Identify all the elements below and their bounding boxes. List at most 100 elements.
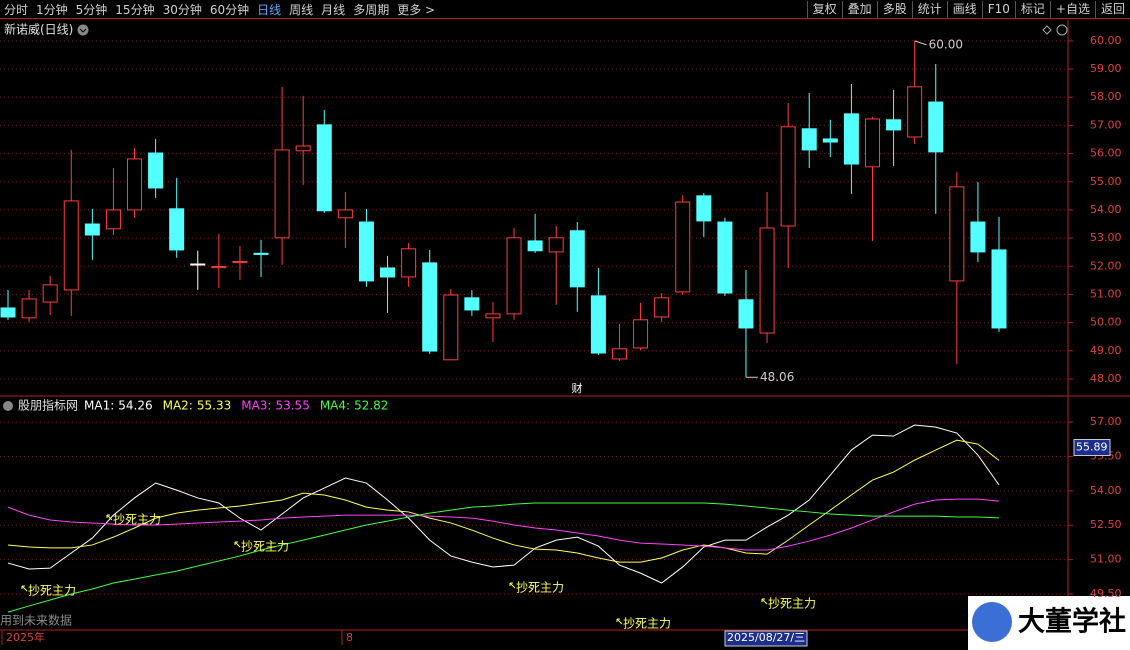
y-tick-label: 48.00 [1090, 372, 1122, 385]
tool-button[interactable]: +自选 [1049, 0, 1095, 18]
y-tick-label: 52.00 [1090, 259, 1122, 272]
period-tab[interactable]: 更多 > [397, 2, 436, 17]
candle-body [190, 263, 206, 266]
period-tab[interactable]: 5分钟 [75, 2, 108, 17]
tool-button[interactable]: 统计 [911, 0, 947, 18]
dropdown-chevron [79, 28, 87, 33]
candle-body [949, 186, 965, 282]
y-tick-label: 57.00 [1090, 118, 1122, 131]
y-tick-label: 58.00 [1090, 90, 1122, 103]
annotation-arrow [21, 585, 28, 592]
annotation: 抄死主力 [516, 581, 564, 595]
diamond-icon[interactable] [1042, 25, 1052, 35]
line-series [7, 498, 1000, 551]
settings-icon[interactable] [1056, 24, 1068, 36]
annotation: 抄死主力 [623, 617, 671, 631]
period-tab[interactable]: 15分钟 [115, 2, 155, 17]
candle-body [295, 145, 311, 152]
annotation: 抄死主力 [28, 584, 76, 598]
tool-button[interactable]: 复权 [806, 0, 842, 18]
time-cursor-box [724, 630, 808, 647]
y-tick-label: 52.50 [1090, 518, 1122, 531]
candle-body [42, 284, 58, 303]
legend-value: 55.33 [197, 399, 231, 413]
legend-value: 53.55 [275, 399, 309, 413]
period-tab[interactable]: 1分钟 [36, 2, 68, 17]
candle-body [274, 149, 290, 239]
candle-body [654, 297, 670, 318]
candle-body [506, 237, 522, 315]
period-tab[interactable]: 60分钟 [209, 2, 250, 17]
legend-name: MA3: [241, 399, 271, 413]
legend-value: 52.82 [354, 399, 388, 413]
candle-body [105, 209, 121, 230]
annotation: 抄死主力 [113, 513, 161, 527]
time-label: 2025/08/27/三 [727, 631, 805, 644]
candle-body [738, 299, 754, 329]
y-tick-label: 57.00 [1090, 415, 1122, 428]
candle-body [422, 262, 438, 352]
time-label: 2025年 [6, 630, 45, 644]
annotation-arrow [234, 541, 241, 548]
toolbar: 分时 1分钟 5分钟 15分钟 30分钟 60分钟 日线 周线 月线 多周期 更多 > 复权 叠加 多股统… [0, 0, 1130, 19]
tool-button[interactable]: 多股 [876, 0, 912, 18]
dropdown-icon[interactable] [77, 24, 89, 36]
y-tick-label: 51.00 [1090, 287, 1122, 300]
annotation-arrow [509, 582, 516, 589]
period-tab[interactable]: 多周期 [353, 2, 390, 17]
tool-button[interactable]: 标记 [1014, 0, 1050, 18]
candle-body [232, 260, 248, 264]
candle-body [358, 221, 374, 282]
y-tick-label: 53.00 [1090, 231, 1122, 244]
period-tab[interactable]: 月线 [321, 2, 346, 17]
legend-name: MA2: [163, 399, 193, 413]
line-series [7, 502, 1000, 613]
candle-body [84, 223, 100, 236]
y-tick-label: 56.00 [1090, 147, 1122, 160]
tool-buttons: 复权 叠加 多股 统计 画线 F10 标记 +自选 返回 [806, 0, 1130, 18]
y-tick-label: 55.00 [1090, 175, 1122, 188]
logo-icon [972, 602, 1012, 642]
cursor-box [1073, 439, 1111, 457]
candle-body [169, 208, 185, 251]
candle-body [843, 113, 859, 165]
candle-body [443, 294, 459, 361]
period-tab[interactable]: 周线 [289, 2, 314, 17]
candle-body [63, 200, 79, 291]
tool-button[interactable]: 叠加 [841, 0, 877, 18]
extreme-label: 48.06 [760, 370, 794, 384]
period-tab[interactable]: 30分钟 [162, 2, 202, 17]
annotation-arrow [106, 514, 113, 521]
candle-body [801, 128, 817, 151]
indicator-icon[interactable] [3, 401, 13, 411]
event-marker: 财 [572, 381, 583, 395]
annotation-arrow [761, 598, 768, 605]
candle-body [991, 249, 1007, 329]
annotation: 抄死主力 [768, 597, 816, 611]
period-tab[interactable]: 日线 [257, 2, 282, 17]
annotation-arrow [616, 618, 623, 625]
annotation: 抄死主力 [241, 540, 289, 554]
candle-body [527, 240, 543, 252]
legend-name: MA1: [84, 399, 114, 413]
candle-body [907, 86, 923, 138]
y-tick-label: 49.00 [1090, 344, 1122, 357]
candle-body [464, 297, 480, 311]
legend-value: 54.26 [118, 399, 152, 413]
candle-body [970, 221, 986, 253]
y-tick-label: 59.00 [1090, 62, 1122, 75]
y-tick-label: 51.00 [1090, 553, 1122, 566]
period-tab[interactable]: 分时 [4, 2, 29, 17]
candle-body [0, 307, 16, 318]
legend-name: MA4: [320, 399, 350, 413]
candle-body [127, 158, 143, 211]
tool-button[interactable]: 画线 [946, 0, 982, 18]
candle-body [569, 230, 585, 288]
logo-text: 大董学社 [1018, 606, 1126, 638]
extreme-label: 60.00 [929, 37, 963, 51]
tool-button[interactable]: F10 [981, 0, 1015, 18]
tool-button[interactable]: 返回 [1094, 0, 1130, 18]
candle-body [485, 313, 501, 319]
candle-body [316, 124, 332, 212]
